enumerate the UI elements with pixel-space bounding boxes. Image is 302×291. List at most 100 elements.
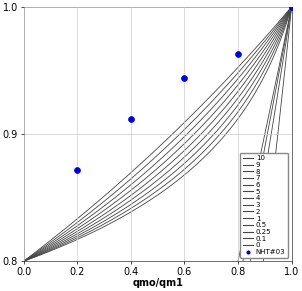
Line: 2: 2 xyxy=(24,7,292,261)
0.25 xyxy=(283,46,287,49)
7 xyxy=(22,260,25,263)
2 xyxy=(23,259,27,262)
3 xyxy=(22,260,25,263)
NHT#03 xyxy=(128,116,133,121)
10 xyxy=(290,5,294,8)
5 xyxy=(275,29,279,32)
4 xyxy=(290,5,294,8)
Line: 1: 1 xyxy=(292,7,302,261)
6 xyxy=(24,259,27,262)
5 xyxy=(23,259,27,262)
0.25 xyxy=(249,259,252,262)
Line: 5: 5 xyxy=(24,7,292,261)
4 xyxy=(213,104,216,107)
5 xyxy=(214,109,218,112)
0.1 xyxy=(282,45,286,49)
10 xyxy=(22,260,25,263)
6 xyxy=(220,109,224,112)
0 xyxy=(281,45,285,49)
0.25 xyxy=(249,260,252,263)
0.1 xyxy=(285,29,289,33)
3 xyxy=(258,45,262,49)
0.25 xyxy=(273,111,277,114)
0.1 xyxy=(290,5,294,8)
Line: 4: 4 xyxy=(24,7,292,261)
0 xyxy=(236,259,240,262)
7 xyxy=(270,45,273,49)
10 xyxy=(242,109,246,112)
0.1 xyxy=(270,109,274,112)
8 xyxy=(232,109,236,112)
7 xyxy=(227,108,231,111)
Line: 0.25: 0.25 xyxy=(250,7,292,261)
7 xyxy=(230,104,234,107)
0 xyxy=(290,5,294,8)
NHT#03 xyxy=(182,76,187,80)
3 xyxy=(271,29,275,32)
Line: 3: 3 xyxy=(24,7,292,261)
NHT#03 xyxy=(289,4,294,9)
0.25 xyxy=(290,5,294,8)
3 xyxy=(206,104,210,107)
2 xyxy=(269,29,273,32)
8 xyxy=(24,259,27,262)
8 xyxy=(233,108,236,111)
9 xyxy=(290,5,294,8)
0.1 xyxy=(271,104,275,108)
4 xyxy=(23,259,27,262)
10 xyxy=(282,29,286,32)
6 xyxy=(290,5,294,8)
0.25 xyxy=(274,105,277,109)
Line: 0.5: 0.5 xyxy=(263,7,292,261)
0.1 xyxy=(241,260,245,263)
Line: 8: 8 xyxy=(24,7,292,261)
6 xyxy=(221,108,225,111)
0.5 xyxy=(279,107,282,111)
0.5 xyxy=(278,112,282,116)
0.25 xyxy=(273,110,277,113)
4 xyxy=(262,45,265,49)
10 xyxy=(24,259,28,262)
2 xyxy=(22,260,25,263)
7 xyxy=(278,29,282,32)
0 xyxy=(268,109,271,112)
0.1 xyxy=(241,259,245,262)
9 xyxy=(238,108,241,111)
0.5 xyxy=(278,111,282,115)
5 xyxy=(22,260,25,263)
1 xyxy=(290,5,294,8)
0 xyxy=(236,260,240,263)
4 xyxy=(273,29,277,32)
10 xyxy=(243,108,246,111)
2 xyxy=(195,108,199,111)
5 xyxy=(219,104,223,107)
Line: 0: 0 xyxy=(238,7,292,261)
0.1 xyxy=(270,109,274,113)
0 xyxy=(285,29,288,32)
0.5 xyxy=(290,5,294,8)
2 xyxy=(200,104,203,107)
0 xyxy=(269,104,273,107)
5 xyxy=(290,5,294,8)
NHT#03 xyxy=(75,167,80,172)
6 xyxy=(267,45,271,49)
Line: 9: 9 xyxy=(24,7,292,261)
4 xyxy=(22,260,25,263)
8 xyxy=(236,104,239,107)
0 xyxy=(268,108,272,111)
9 xyxy=(281,29,284,32)
2 xyxy=(290,5,294,8)
9 xyxy=(274,45,278,49)
0.5 xyxy=(287,30,291,33)
8 xyxy=(22,260,25,263)
4 xyxy=(208,109,212,112)
3 xyxy=(201,109,205,112)
Line: 7: 7 xyxy=(24,7,292,261)
7 xyxy=(290,5,294,8)
3 xyxy=(202,108,206,111)
8 xyxy=(272,45,276,49)
4 xyxy=(209,108,212,111)
Line: 0.1: 0.1 xyxy=(243,7,292,261)
Line: 6: 6 xyxy=(24,7,292,261)
2 xyxy=(194,109,198,112)
